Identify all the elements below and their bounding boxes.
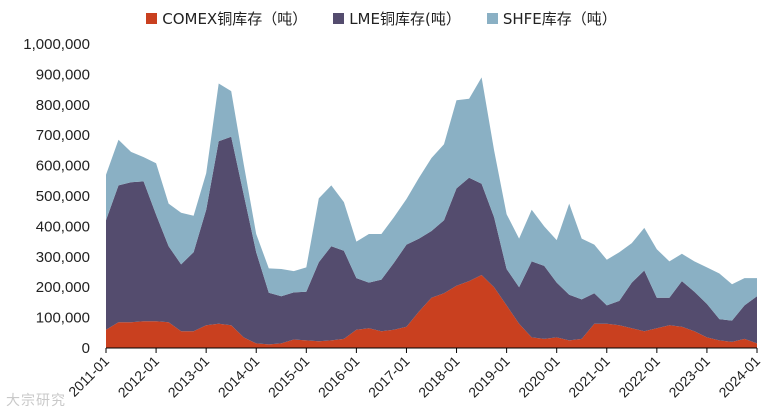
legend-swatch-shfe (486, 13, 498, 24)
y-tick-label: 100,000 (36, 310, 90, 327)
area-series-2 (106, 77, 757, 321)
y-tick-label: 300,000 (36, 249, 90, 266)
legend-label-comex: COMEX铜库存（吨） (162, 10, 308, 28)
y-tick-label: 200,000 (36, 279, 90, 296)
x-tick-label: 2020-01 (515, 353, 563, 401)
y-tick-label: 900,000 (36, 66, 90, 83)
x-tick-label: 2021-01 (565, 353, 613, 401)
legend-item-comex: COMEX铜库存（吨） (146, 8, 307, 29)
x-tick-label: 2014-01 (215, 353, 263, 401)
legend: COMEX铜库存（吨） LME铜库存(吨） SHFE库存（吨） (0, 8, 763, 29)
x-tick-label: 2015-01 (265, 353, 313, 401)
legend-label-shfe: SHFE库存（吨） (502, 10, 617, 28)
x-tick-label: 2017-01 (365, 353, 413, 401)
area-series-0 (106, 275, 757, 348)
y-tick-label: 600,000 (36, 158, 90, 175)
area-series-1 (106, 136, 757, 345)
y-tick-label: 500,000 (36, 188, 90, 205)
x-tick-label: 2018-01 (415, 353, 463, 401)
x-tick-label: 2019-01 (465, 353, 513, 401)
x-tick-label: 2013-01 (165, 353, 213, 401)
legend-item-lme: LME铜库存(吨） (333, 8, 461, 29)
legend-label-lme: LME铜库存(吨） (349, 10, 461, 28)
x-tick-label: 2023-01 (665, 353, 713, 401)
y-tick-label: 800,000 (36, 97, 90, 114)
legend-swatch-comex (146, 13, 158, 24)
y-tick-label: 0 (82, 340, 90, 357)
x-tick-label: 2012-01 (115, 353, 163, 401)
x-tick-label: 2024-01 (715, 353, 763, 401)
x-tick-label: 2016-01 (315, 353, 363, 401)
legend-item-shfe: SHFE库存（吨） (486, 8, 617, 29)
watermark: 大宗研究 (6, 393, 66, 409)
y-tick-label: 700,000 (36, 127, 90, 144)
y-tick-label: 1,000,000 (23, 36, 90, 53)
x-tick-label: 2011-01 (65, 353, 112, 400)
y-tick-label: 400,000 (36, 218, 90, 235)
legend-swatch-lme (333, 13, 345, 24)
x-tick-label: 2022-01 (615, 353, 663, 401)
